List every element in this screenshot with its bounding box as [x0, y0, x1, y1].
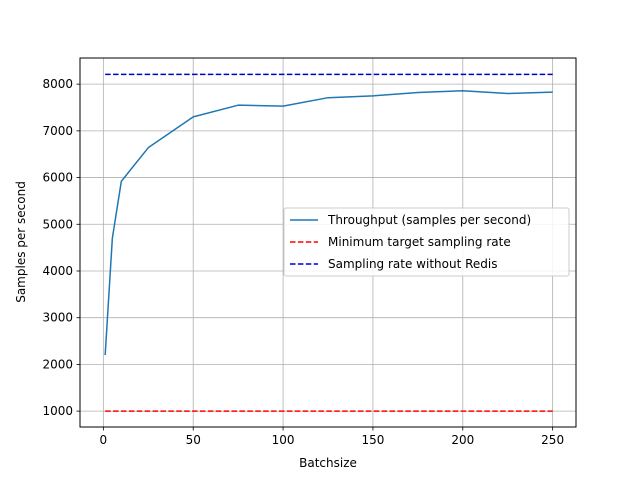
legend-label-0: Throughput (samples per second)	[327, 213, 531, 227]
x-axis-ticks: 0 50 100 150 200 250	[100, 427, 564, 447]
y-axis-ticks: 1000 2000 3000 4000 5000 6000 7000 8000	[42, 77, 80, 418]
x-axis-label: Batchsize	[299, 456, 357, 470]
legend-label-1: Minimum target sampling rate	[328, 235, 511, 249]
legend: Throughput (samples per second) Minimum t…	[283, 207, 570, 277]
legend-label-2: Sampling rate without Redis	[328, 257, 497, 271]
y-axis-label: Samples per second	[14, 181, 28, 303]
series-line-0	[104, 89, 553, 356]
x-tick-label: 150	[361, 433, 384, 447]
y-tick-label: 8000	[42, 77, 73, 91]
y-tick-label: 7000	[42, 124, 73, 138]
y-tick-label: 5000	[42, 217, 73, 231]
y-tick-label: 2000	[42, 357, 73, 371]
y-tick-label: 1000	[42, 404, 73, 418]
y-tick-label: 4000	[42, 264, 73, 278]
x-tick-label: 250	[541, 433, 564, 447]
legend-box	[283, 207, 570, 277]
y-tick-label: 3000	[42, 311, 73, 325]
plot-frame	[79, 57, 577, 428]
y-tick-label: 6000	[42, 171, 73, 185]
x-tick-label: 200	[451, 433, 474, 447]
x-tick-label: 50	[186, 433, 201, 447]
x-tick-label: 0	[100, 433, 108, 447]
series-layer	[104, 73, 553, 412]
x-tick-label: 100	[272, 433, 295, 447]
